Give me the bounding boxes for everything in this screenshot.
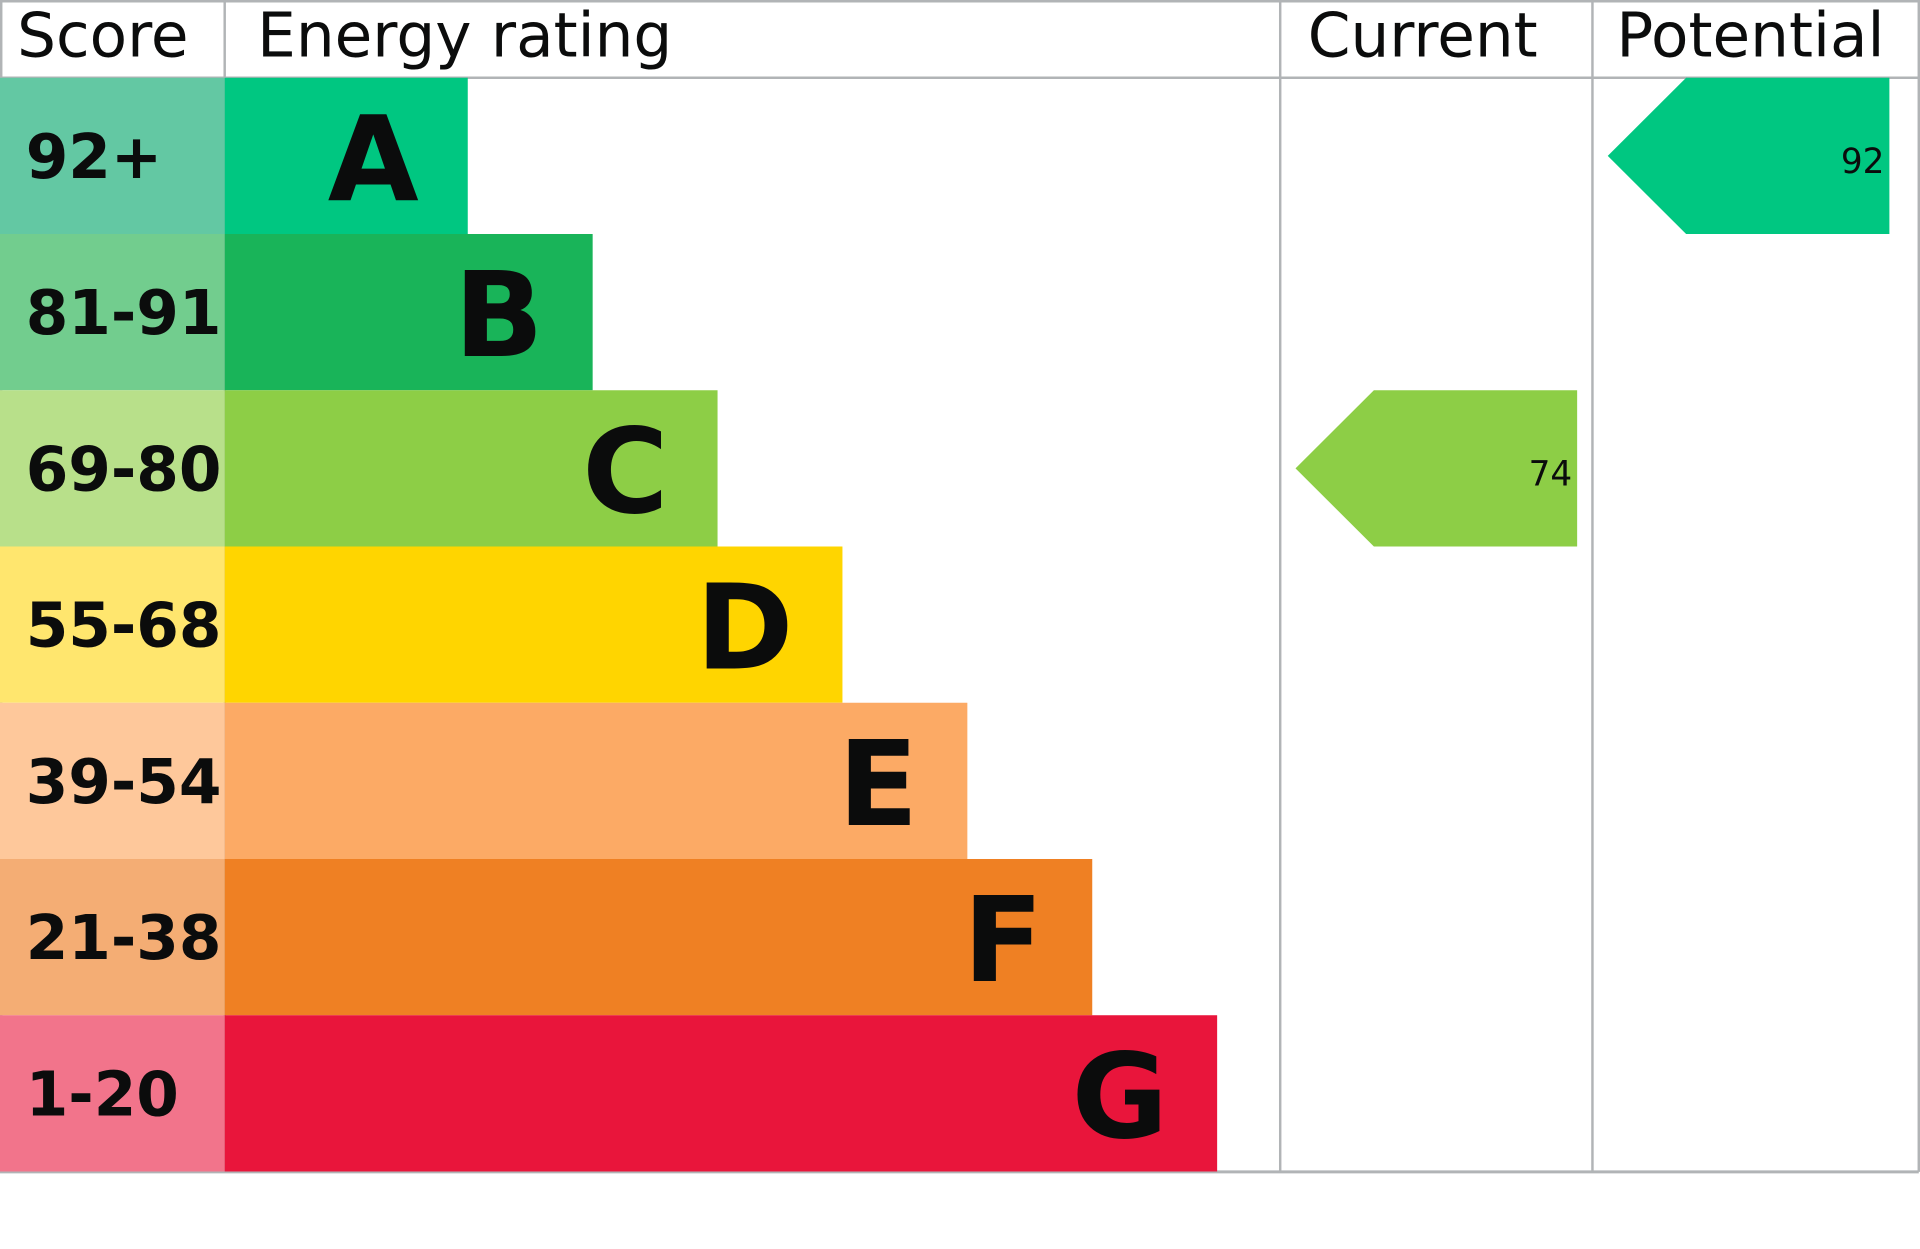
- band-letter-g: G: [1072, 1028, 1168, 1165]
- header-potential: Potential: [1616, 0, 1884, 71]
- bands: 92+ A 81-91 B 69-80 C 55-68 D 39-54 E 21-38 F 1-20 G: [0, 77, 1218, 1172]
- score-cell-e: [0, 702, 225, 859]
- arrows: 74 92: [1295, 77, 1890, 547]
- band-bar-e: [224, 702, 968, 859]
- score-range-e: 39-54: [26, 747, 222, 818]
- score-cell-c: [0, 390, 225, 547]
- band-letter-b: B: [454, 247, 544, 384]
- potential-rating-arrow: [1607, 77, 1890, 235]
- score-range-d: 55-68: [26, 591, 222, 662]
- current-rating-value: 74: [1529, 455, 1573, 495]
- score-cell-b: [0, 234, 225, 391]
- band-bar-a: [224, 77, 468, 235]
- score-range-c: 69-80: [26, 434, 222, 505]
- band-letter-f: F: [963, 872, 1043, 1009]
- score-range-a: 92+: [26, 122, 162, 193]
- band-bar-c: [224, 390, 718, 547]
- band-bar-d: [224, 546, 843, 703]
- current-rating-arrow: [1295, 390, 1578, 547]
- score-range-b: 81-91: [26, 278, 222, 349]
- score-cell-f: [0, 858, 225, 1016]
- header-current: Current: [1308, 0, 1538, 71]
- band-bar-b: [224, 234, 593, 391]
- band-letter-a: A: [328, 91, 419, 228]
- header-score: Score: [17, 0, 188, 71]
- score-range-g: 1-20: [26, 1059, 179, 1130]
- header-energy-rating: Energy rating: [257, 0, 672, 71]
- score-cell-g: [0, 1015, 225, 1172]
- score-range-f: 21-38: [26, 903, 222, 974]
- band-bar-f: [224, 858, 1093, 1016]
- band-letter-d: D: [696, 560, 794, 697]
- band-letter-e: E: [838, 716, 918, 853]
- band-letter-c: C: [582, 403, 668, 540]
- score-cell-d: [0, 546, 225, 703]
- band-bar-g: [224, 1015, 1218, 1172]
- potential-rating-value: 92: [1841, 142, 1885, 182]
- score-cell-a: [0, 77, 225, 235]
